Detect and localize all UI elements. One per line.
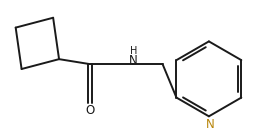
Text: O: O [85, 104, 94, 117]
Text: N: N [129, 54, 137, 67]
Text: H: H [130, 46, 138, 56]
Text: N: N [205, 118, 214, 131]
